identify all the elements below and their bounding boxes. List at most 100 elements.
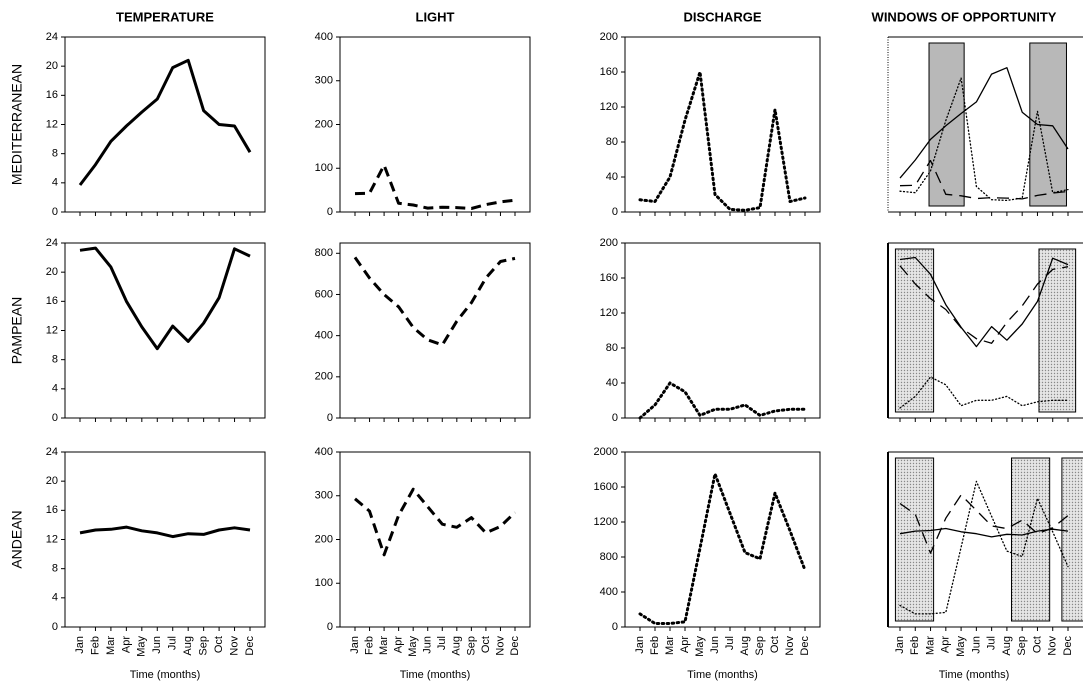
row-label: ANDEAN [9,510,25,568]
data-line [899,256,1069,348]
y-tick-label: 400 [315,31,333,43]
y-tick-label: 4 [52,177,58,189]
y-tick-label: 120 [600,101,618,113]
data-line [79,525,251,539]
data-line [79,246,251,351]
data-line [78,58,252,186]
data-line [899,77,1069,202]
y-tick-label: 120 [600,307,618,319]
x-tick-label: Sep [198,636,210,656]
x-tick-label: Jul [986,636,998,650]
y-tick-label: 400 [600,586,618,598]
y-tick-label: 8 [52,148,58,160]
plot-frame [624,451,821,628]
x-tick-label: Apr [940,636,952,653]
x-tick-label: Aug [182,636,194,656]
y-tick-label: 20 [46,266,58,278]
x-tick-label: Jan [349,636,361,654]
data-line [899,265,1069,344]
x-tick-label: Aug [1001,636,1013,656]
x-tick-label: Jun [709,636,721,654]
window [1010,457,1051,622]
y-tick-label: 40 [606,171,618,183]
window [1038,248,1077,413]
y-tick-label: 0 [327,621,333,633]
window [1029,42,1067,207]
y-tick-label: 0 [52,621,58,633]
row-label: PAMPEAN [9,297,25,364]
y-tick-label: 0 [327,412,333,424]
x-tick-label: Apr [393,636,405,653]
y-tick-label: 200 [315,533,333,545]
y-tick-label: 400 [315,330,333,342]
y-tick-label: 300 [315,75,333,87]
y-tick-label: 200 [600,237,618,249]
x-tick-label: Feb [909,636,921,655]
y-tick-label: 600 [315,288,333,300]
y-tick-label: 24 [46,237,58,249]
y-tick-label: 16 [46,295,58,307]
window [1061,457,1083,622]
x-axis-label: Time (months) [939,669,1010,681]
x-tick-label: Dec [1062,636,1074,656]
window [894,457,935,622]
y-tick-label: 0 [612,206,618,218]
plot-frame [339,451,531,628]
x-tick-label: Oct [769,636,781,653]
x-tick-label: Jul [436,636,448,650]
y-tick-label: 24 [46,446,58,458]
y-tick-label: 200 [600,31,618,43]
x-tick-label: Jul [167,636,179,650]
y-tick-label: 2000 [594,446,618,458]
data-line [899,376,1069,409]
y-tick-label: 80 [606,342,618,354]
x-tick-label: Jan [634,636,646,654]
x-tick-label: Nov [228,636,240,656]
y-tick-label: 12 [46,533,58,545]
data-line [899,527,1069,538]
y-tick-label: 0 [612,621,618,633]
x-tick-label: May [136,636,148,657]
x-tick-label: Oct [1031,636,1043,653]
panel-title: TEMPERATURE [116,9,214,24]
data-line [353,256,516,347]
x-tick-label: Sep [754,636,766,656]
plot-frame [339,242,531,419]
y-tick-label: 100 [315,577,333,589]
x-tick-label: May [955,636,967,657]
data-line [638,381,807,420]
y-tick-label: 0 [52,206,58,218]
data-line [638,472,807,625]
x-tick-label: Dec [244,636,256,656]
data-line [899,494,1069,554]
y-tick-label: 400 [315,446,333,458]
x-tick-label: May [694,636,706,657]
plot-frame [64,36,266,213]
plot-frame [624,36,821,213]
x-tick-label: Mar [105,636,117,655]
x-tick-label: Apr [679,636,691,653]
x-tick-label: Nov [784,636,796,656]
y-tick-label: 20 [46,475,58,487]
x-tick-label: Mar [924,636,936,655]
window [894,248,935,413]
x-tick-label: Dec [509,636,521,656]
y-tick-label: 12 [46,324,58,336]
y-tick-label: 1200 [594,516,618,528]
data-line [354,487,517,557]
x-tick-label: Jun [970,636,982,654]
y-tick-label: 160 [600,66,618,78]
x-tick-label: Mar [378,636,390,655]
x-tick-label: Jan [894,636,906,654]
x-tick-label: Dec [799,636,811,656]
y-tick-label: 160 [600,272,618,284]
y-tick-label: 200 [315,371,333,383]
x-tick-label: Feb [363,636,375,655]
x-tick-label: Aug [451,636,463,656]
plot-frame [624,242,821,419]
y-tick-label: 800 [315,247,333,259]
x-tick-label: Sep [465,636,477,656]
x-axis-label: Time (months) [400,669,471,681]
x-tick-label: Feb [89,636,101,655]
